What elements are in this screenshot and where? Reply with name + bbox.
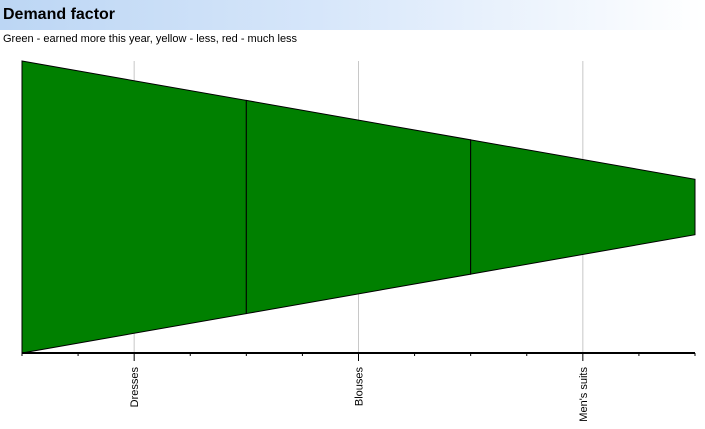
x-tick-label: Dresses [129,367,141,408]
funnel-segment-blouses [245,99,472,315]
x-tick-label: Blouses [354,367,366,407]
chart-title: Demand factor [3,6,116,23]
title-bar: Demand factor [0,0,705,30]
x-tick-label: Men's suits [578,367,590,422]
chart-subtitle: Green - earned more this year, yellow - … [3,33,298,45]
funnel-segment-dresses [21,60,247,354]
funnel-segment-men-s-suits [470,139,696,275]
